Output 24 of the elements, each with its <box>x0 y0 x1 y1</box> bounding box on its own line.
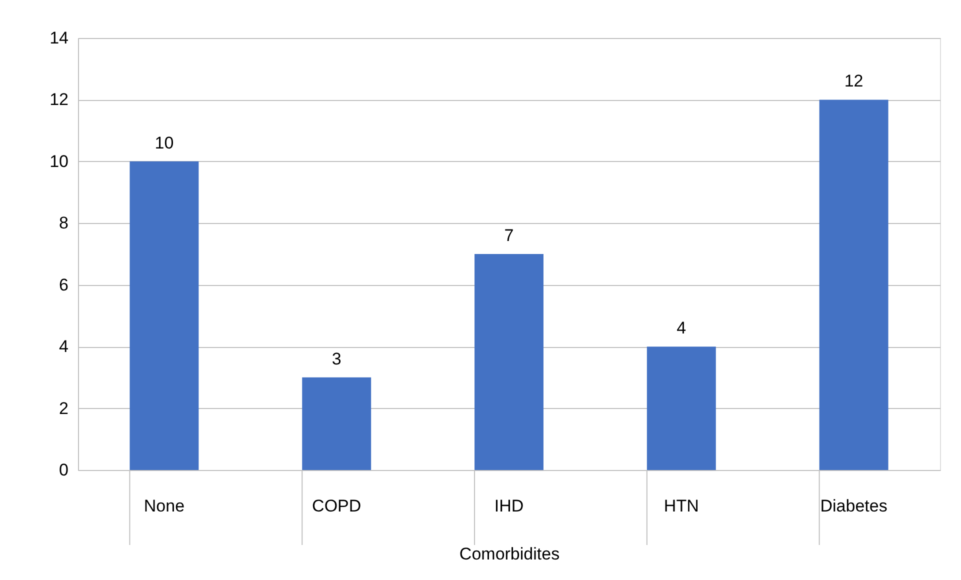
y-tick-label: 8 <box>59 214 68 233</box>
data-label: 12 <box>844 72 864 91</box>
x-tick-label: Diabetes <box>820 496 888 516</box>
data-label: 7 <box>504 226 514 245</box>
y-tick-label: 14 <box>50 28 68 48</box>
bar <box>130 161 199 470</box>
y-tick-label: 6 <box>59 275 68 294</box>
x-tick-label: COPD <box>312 496 362 516</box>
bar <box>819 100 888 470</box>
x-axis-title: Comorbidites <box>459 544 560 564</box>
y-tick-label: 10 <box>50 152 68 171</box>
data-label: 4 <box>676 318 686 338</box>
bar <box>646 346 716 470</box>
bar <box>474 254 544 470</box>
y-tick-label: 4 <box>59 337 68 356</box>
data-label: 3 <box>332 349 342 368</box>
data-label: 10 <box>154 133 174 152</box>
y-tick-label: 2 <box>59 398 68 418</box>
x-tick-label: None <box>144 496 185 516</box>
bar <box>302 377 372 470</box>
y-tick-label: 12 <box>50 90 68 110</box>
x-tick-label: IHD <box>494 496 524 516</box>
x-tick-label: HTN <box>664 496 699 516</box>
y-tick-label: 0 <box>59 460 68 480</box>
